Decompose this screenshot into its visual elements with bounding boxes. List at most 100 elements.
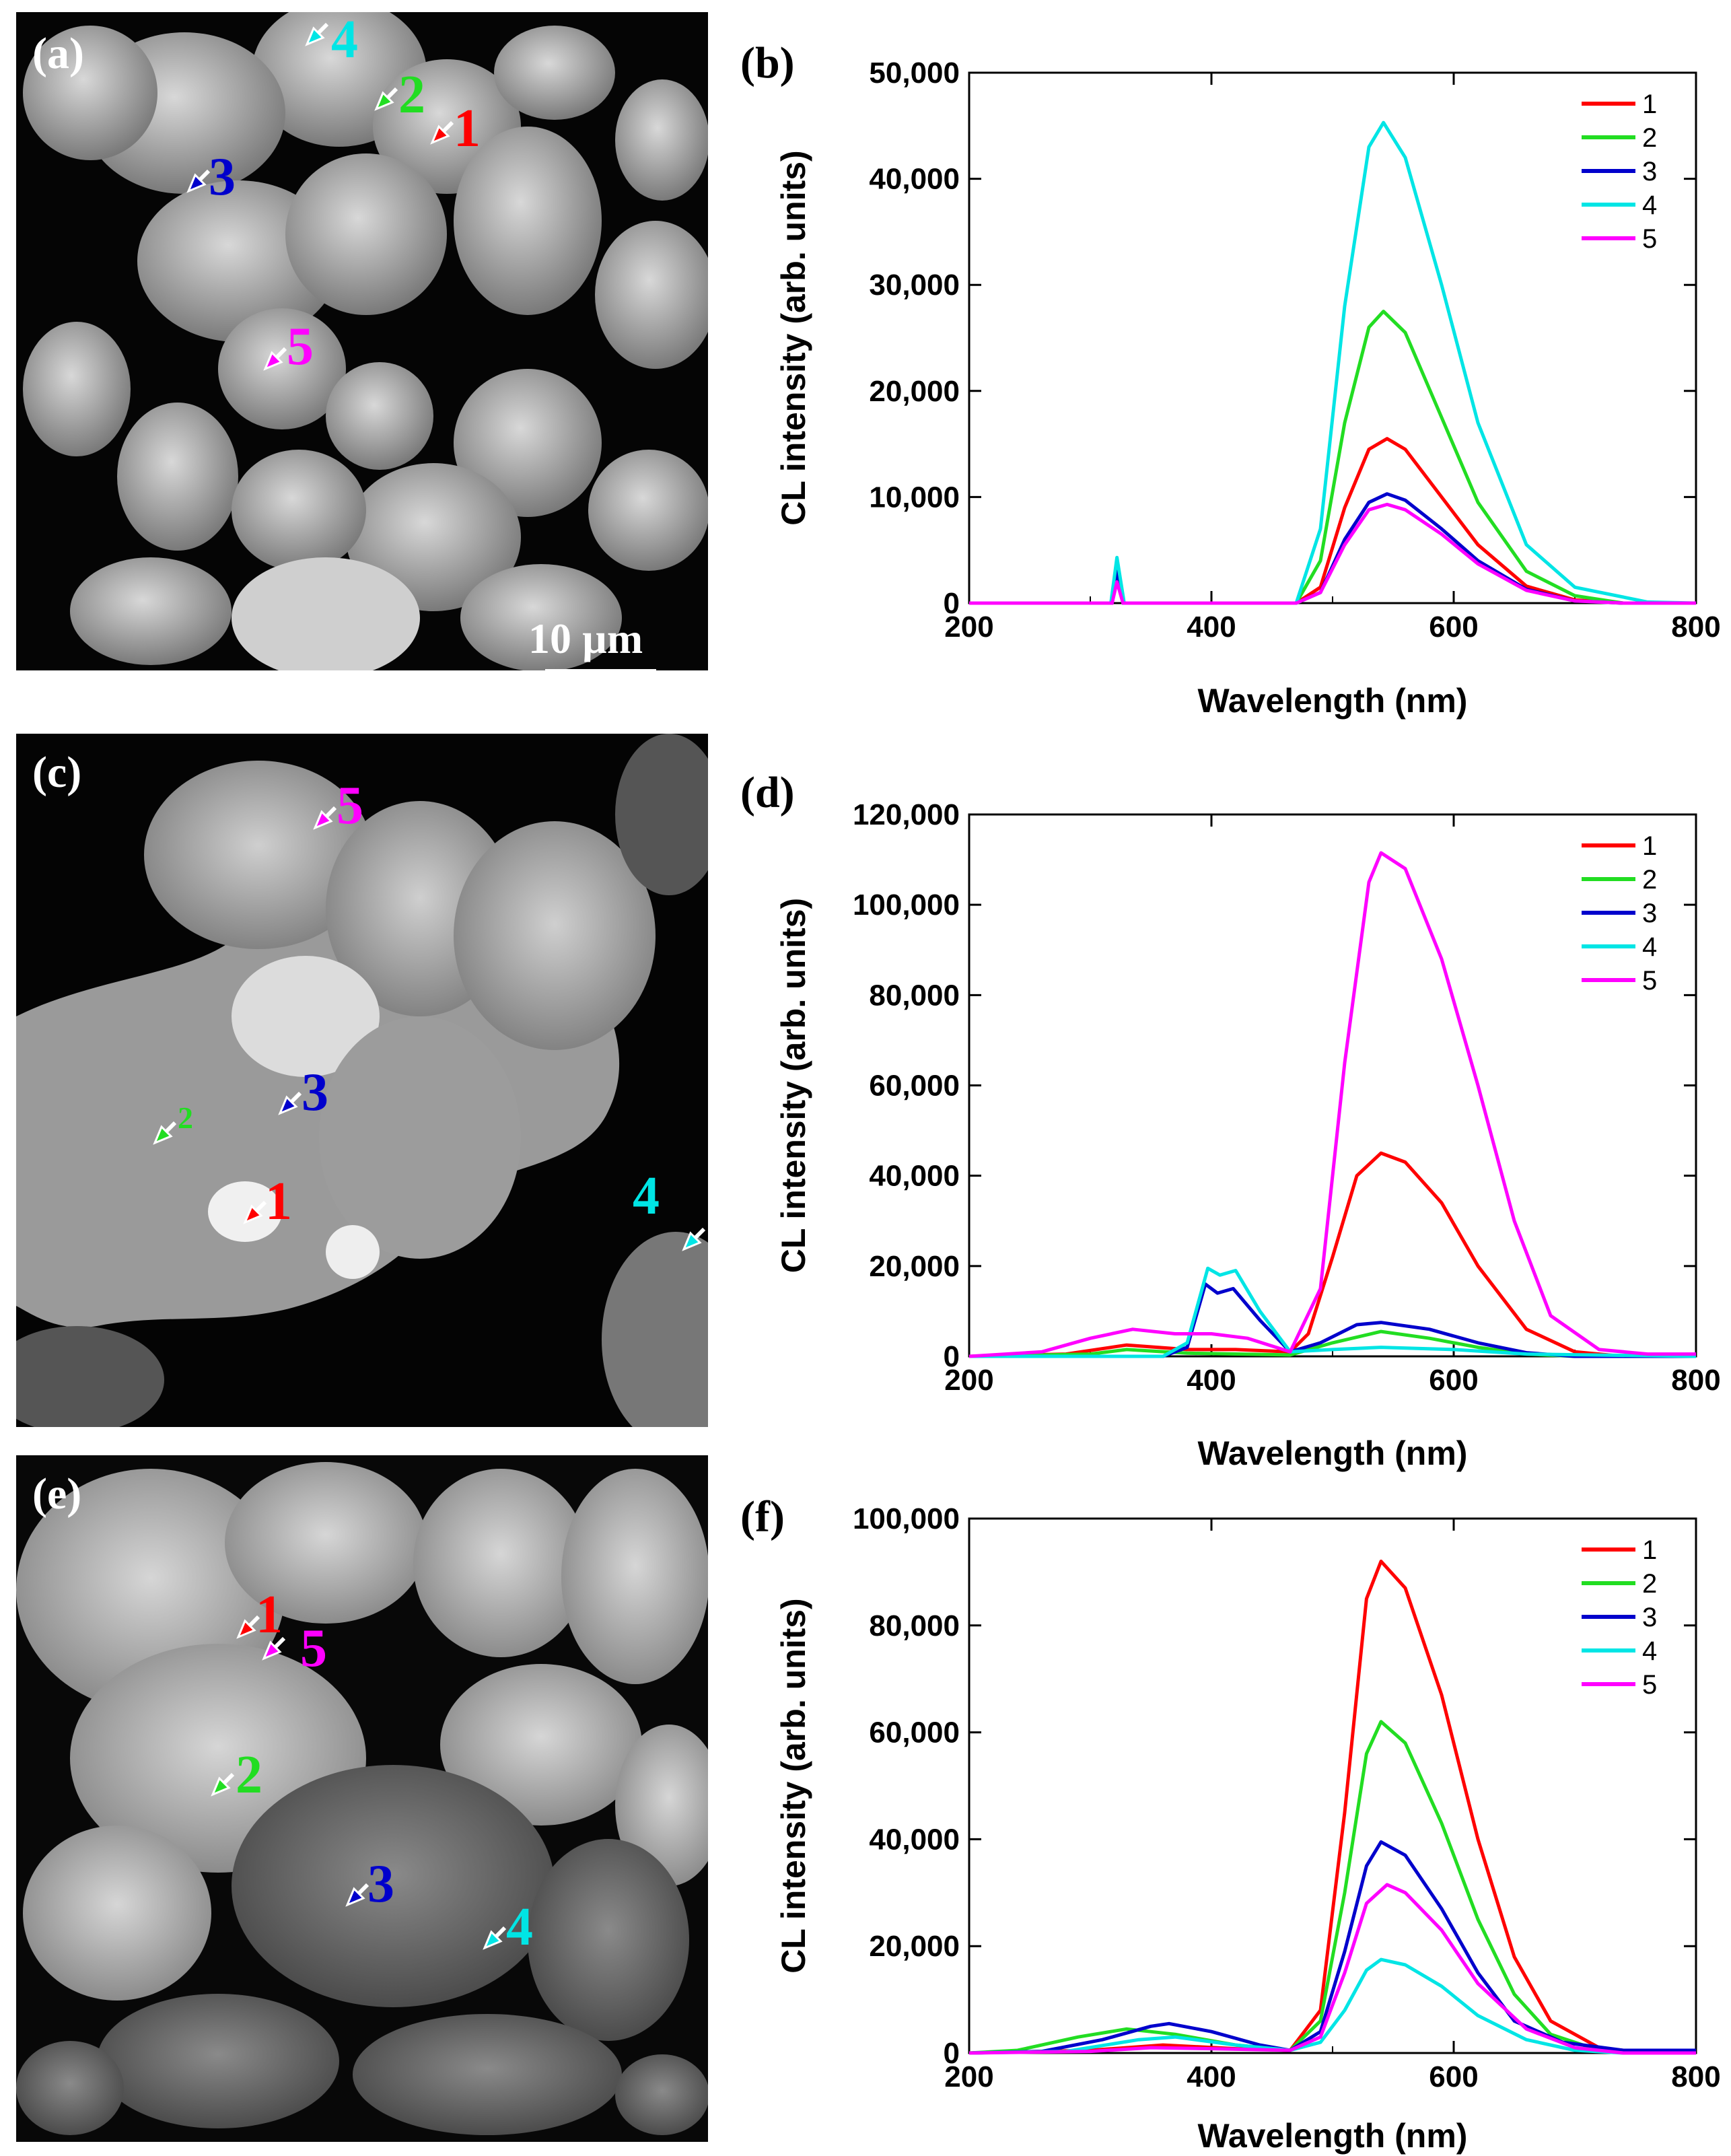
marker-arrow-a3 <box>186 169 211 193</box>
panel-letter-a: (a) <box>32 29 84 78</box>
marker-a4: 4 <box>331 10 358 69</box>
micrograph-c <box>16 734 708 1427</box>
legend-label-3: 3 <box>1642 899 1657 928</box>
legend-label-1: 1 <box>1642 831 1657 861</box>
marker-arrow-a2 <box>374 87 398 111</box>
y-tick-label: 40,000 <box>869 1160 960 1193</box>
x-tick-label: 400 <box>1187 2060 1236 2093</box>
marker-arrow-e5 <box>262 1636 286 1661</box>
marker-arrow-c4 <box>682 1227 706 1251</box>
y-tick-label: 20,000 <box>869 375 960 408</box>
y-tick-label: 120,000 <box>853 798 960 831</box>
series-line-4 <box>969 120 1697 605</box>
x-tick-label: 200 <box>944 1364 993 1397</box>
x-axis-label: Wavelength (nm) <box>1198 2117 1468 2155</box>
y-axis-label: CL intensity (arb. units) <box>775 150 812 525</box>
y-tick-label: 80,000 <box>869 1609 960 1642</box>
legend-label-2: 2 <box>1642 865 1657 895</box>
x-tick-label: 200 <box>944 611 993 644</box>
series-line-4 <box>969 1266 1697 1358</box>
series-line-5 <box>969 502 1696 605</box>
chart-d-group: 200 400 600 800 0 20,000 40,000 60,000 80,000 100… <box>775 798 1721 1472</box>
legend-label-5: 5 <box>1642 966 1657 996</box>
marker-arrow-e3 <box>345 1883 369 1907</box>
series-line-2 <box>969 310 1696 605</box>
chart-f-group: 200 400 600 800 0 20,000 40,000 60,000 80,000 100… <box>775 1502 1721 2155</box>
micrograph-c-particles <box>16 734 708 1427</box>
marker-c1: 1 <box>265 1172 292 1231</box>
marker-a3: 3 <box>209 147 236 207</box>
legend-label-4: 4 <box>1642 1636 1657 1666</box>
y-tick-label: 100,000 <box>853 889 960 921</box>
series-line-2 <box>968 1720 1696 2055</box>
legend-label-3: 3 <box>1642 157 1657 186</box>
marker-arrow-e2 <box>211 1772 235 1797</box>
series-line-3 <box>969 1282 1696 1358</box>
x-axis-label: Wavelength (nm) <box>1198 682 1468 720</box>
legend-label-2: 2 <box>1642 123 1657 153</box>
marker-arrow-e4 <box>483 1926 507 1950</box>
series-line-3 <box>968 1840 1696 2055</box>
marker-arrow-c3 <box>278 1091 302 1115</box>
series-line-1 <box>968 1560 1696 2055</box>
y-tick-label: 0 <box>944 1340 960 1373</box>
marker-c3: 3 <box>302 1063 328 1122</box>
x-tick-label: 400 <box>1187 611 1236 644</box>
chart-b-group: 200 400 600 800 0 10,000 20,000 30,000 40,000 50,… <box>775 57 1721 720</box>
y-tick-label: 60,000 <box>869 1716 960 1749</box>
plot-frame <box>968 71 1697 604</box>
marker-arrow-a4 <box>305 22 329 46</box>
y-tick-label: 20,000 <box>869 1250 960 1283</box>
x-tick-label: 600 <box>1429 611 1478 644</box>
legend-label-2: 2 <box>1642 1569 1657 1599</box>
y-tick-label: 20,000 <box>869 1930 960 1963</box>
marker-arrow-c1 <box>243 1200 267 1224</box>
y-tick-label: 30,000 <box>869 269 960 302</box>
marker-arrow-a1 <box>430 120 454 145</box>
y-axis-label: CL intensity (arb. units) <box>775 898 812 1273</box>
legend-label-4: 4 <box>1642 932 1657 962</box>
marker-e4: 4 <box>506 1898 533 1957</box>
y-tick-label: 0 <box>944 2037 960 2070</box>
panel-letter-e: (e) <box>32 1469 82 1519</box>
micrograph-e <box>16 1455 708 2142</box>
legend-label-1: 1 <box>1642 90 1657 119</box>
x-tick-label: 800 <box>1671 611 1720 644</box>
series-line-1 <box>969 437 1696 605</box>
y-tick-label: 10,000 <box>869 481 960 514</box>
y-axis-label: CL intensity (arb. units) <box>775 1598 812 1973</box>
marker-a1: 1 <box>454 99 481 158</box>
marker-arrow-c2 <box>153 1121 177 1145</box>
panel-letter-c: (c) <box>32 748 82 797</box>
panel-letter-d: (d) <box>740 768 795 817</box>
y-tick-label: 0 <box>944 587 960 620</box>
micrograph-a <box>16 12 708 670</box>
legend-label-5: 5 <box>1642 224 1657 254</box>
y-tick-label: 40,000 <box>869 163 960 196</box>
y-tick-label: 60,000 <box>869 1070 960 1103</box>
x-axis-label: Wavelength (nm) <box>1198 1434 1468 1472</box>
x-tick-label: 600 <box>1429 1364 1478 1397</box>
series-line-4 <box>968 1957 1696 2055</box>
y-tick-label: 40,000 <box>869 1823 960 1856</box>
scalebar-label: 10 µm <box>528 615 643 662</box>
micrograph-e-particles <box>16 1455 708 2142</box>
plot-frame <box>968 1517 1697 2054</box>
x-tick-label: 800 <box>1671 1364 1720 1397</box>
marker-e1: 1 <box>256 1585 283 1644</box>
marker-e2: 2 <box>236 1745 262 1805</box>
panel-letter-f: (f) <box>740 1492 785 1541</box>
panel-letter-b: (b) <box>740 38 795 88</box>
marker-arrow-a5 <box>263 347 287 371</box>
marker-arrow-c5 <box>313 806 337 830</box>
marker-a5: 5 <box>287 317 314 376</box>
marker-c5: 5 <box>337 776 363 835</box>
series-line-5 <box>968 851 1696 1358</box>
x-tick-label: 400 <box>1187 1364 1236 1397</box>
x-tick-label: 600 <box>1429 2060 1478 2093</box>
plot-frame <box>968 813 1697 1358</box>
legend-label-3: 3 <box>1642 1603 1657 1632</box>
series-line-1 <box>968 1151 1696 1358</box>
legend-label-4: 4 <box>1642 190 1657 220</box>
